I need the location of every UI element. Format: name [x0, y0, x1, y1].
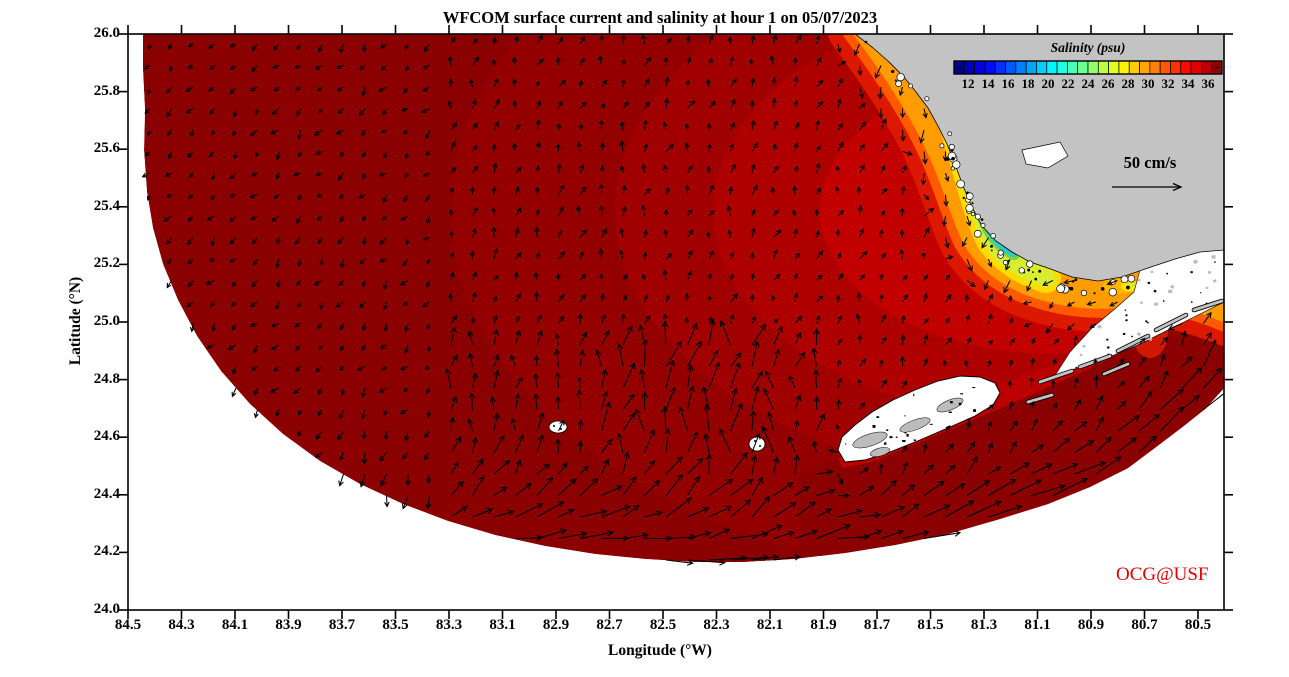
figure-title: WFCOM surface current and salinity at ho…	[442, 8, 878, 27]
x-tick-label: 83.1	[489, 617, 516, 633]
x-tick-label: 84.5	[114, 617, 142, 633]
florida-bay-flats	[1053, 243, 1224, 378]
x-tick-label: 82.5	[649, 617, 677, 633]
y-tick-label: 25.8	[93, 82, 120, 99]
x-tick-label: 83.5	[382, 617, 409, 633]
branding-text: OCG@USF	[1116, 564, 1209, 585]
x-tick-label: 81.9	[810, 617, 837, 633]
colorbar-tick-label: 36	[1201, 76, 1215, 91]
x-tick-label: 80.7	[1131, 617, 1158, 633]
colorbar-tick-label: 20	[1041, 76, 1055, 91]
x-axis-label: Longitude (°W)	[608, 642, 712, 659]
x-tick-label: 83.9	[275, 617, 302, 633]
y-tick-label: 24.2	[93, 543, 120, 560]
x-tick-label: 82.9	[542, 617, 570, 633]
x-tick-label: 81.3	[970, 617, 998, 633]
colorbar-tick-label: 14	[981, 76, 995, 91]
x-tick-label: 80.9	[1077, 617, 1105, 633]
x-tick-label: 80.5	[1184, 617, 1212, 633]
y-tick-label: 25.0	[93, 313, 120, 329]
florida-land	[854, 34, 1224, 297]
y-tick-label: 25.6	[93, 140, 120, 157]
scale-vector-label: 50 cm/s	[1123, 153, 1177, 172]
colorbar-tick-label: 32	[1161, 76, 1175, 91]
colorbar-tick-label: 26	[1101, 76, 1115, 91]
y-tick-label: 24.0	[93, 601, 120, 617]
x-tick-label: 81.5	[917, 617, 944, 633]
salinity-colorbar	[953, 60, 1223, 75]
y-tick-label: 24.6	[93, 428, 120, 445]
x-tick-label: 83.3	[435, 617, 463, 633]
x-tick-label: 84.3	[168, 617, 195, 633]
axes-frame	[119, 25, 1233, 619]
colorbar-tick-label: 18	[1021, 76, 1035, 91]
colorbar-tick-label: 22	[1061, 76, 1075, 91]
map-graphics	[141, 34, 1224, 566]
y-tick-label: 24.8	[93, 370, 120, 387]
y-tick-label: 25.4	[93, 197, 120, 214]
x-tick-label: 83.7	[328, 617, 356, 633]
colorbar-tick-label: 16	[1001, 76, 1015, 91]
x-tick-label: 82.1	[756, 617, 784, 633]
scale-vector-arrow	[1112, 182, 1183, 192]
colorbar-title: Salinity (psu)	[1050, 40, 1126, 55]
colorbar-tick-label: 28	[1121, 76, 1135, 91]
colorbar-tick-label: 12	[961, 76, 975, 91]
colorbar-tick-label: 34	[1181, 76, 1195, 91]
y-tick-label: 24.4	[93, 485, 120, 502]
current-vectors	[141, 34, 1224, 566]
colorbar-tick-label: 24	[1081, 76, 1095, 91]
x-tick-label: 84.1	[221, 617, 249, 633]
x-tick-label: 81.7	[863, 617, 891, 633]
y-tick-label: 26.0	[93, 25, 120, 41]
x-tick-label: 82.3	[703, 617, 730, 633]
colorbar-tick-label: 30	[1141, 76, 1155, 91]
y-tick-label: 25.2	[93, 255, 120, 272]
x-tick-label: 82.7	[596, 617, 623, 633]
x-tick-label: 81.1	[1024, 617, 1051, 633]
